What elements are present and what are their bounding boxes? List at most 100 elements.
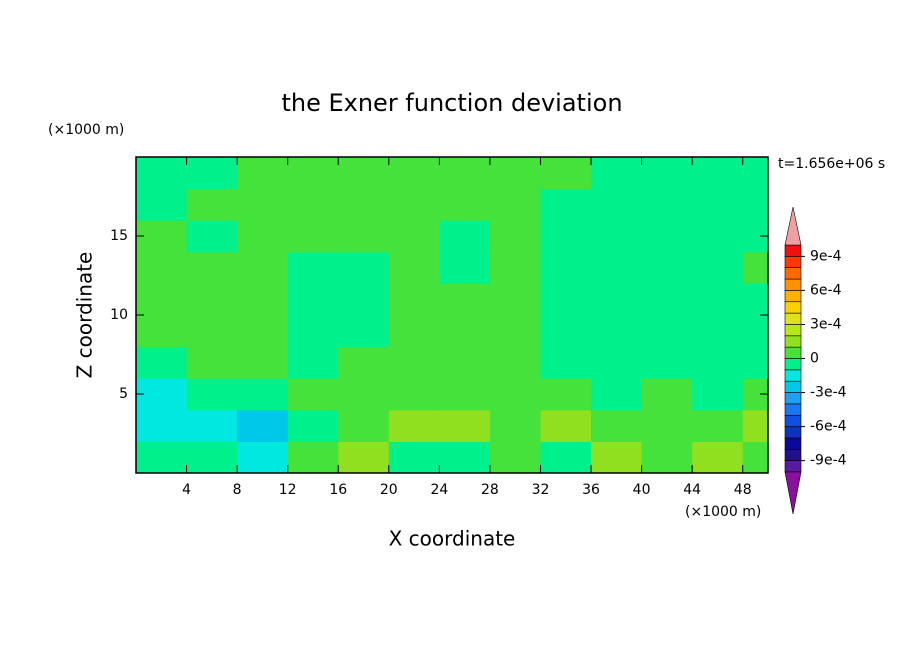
field-cell <box>692 409 744 442</box>
field-cell <box>489 251 541 284</box>
field-cell <box>186 378 238 411</box>
field-cell <box>591 441 643 473</box>
field-cell <box>489 220 541 253</box>
field-cell <box>591 157 643 190</box>
field-cell <box>540 315 592 348</box>
field-cell <box>287 346 339 379</box>
field-cell <box>742 346 768 379</box>
y-tick-label: 10 <box>110 307 128 323</box>
x-tick-label: 20 <box>380 482 398 498</box>
field-cell <box>692 157 744 190</box>
field-cell <box>136 409 188 442</box>
field-cell <box>338 283 390 316</box>
colorbar-band <box>784 358 802 371</box>
field-cell <box>489 315 541 348</box>
field-cell <box>641 157 693 190</box>
field-cell <box>591 220 643 253</box>
field-cell <box>540 346 592 379</box>
field-cell <box>287 283 339 316</box>
y-axis-label: Z coordinate <box>73 252 97 379</box>
field-cell <box>489 188 541 221</box>
field-cell <box>287 378 339 411</box>
field-cell <box>641 188 693 221</box>
colorbar-band <box>784 278 802 291</box>
field-cell <box>540 409 592 442</box>
x-tick-label: 12 <box>279 482 297 498</box>
field-cell <box>742 251 768 284</box>
field-cell <box>388 251 440 284</box>
colorbar-band <box>784 346 802 359</box>
field-cell <box>489 441 541 473</box>
field-cell <box>136 157 188 190</box>
field-cell <box>186 157 238 190</box>
field-cell <box>641 220 693 253</box>
field-cell <box>439 441 491 473</box>
field-cell <box>338 220 390 253</box>
field-cell <box>439 283 491 316</box>
colorbar-tick-label: 0 <box>810 351 819 367</box>
x-tick-label: 28 <box>481 482 499 498</box>
chart-title: the Exner function deviation <box>281 89 622 117</box>
field-cell <box>338 251 390 284</box>
field-cell <box>237 283 289 316</box>
field-cell <box>439 346 491 379</box>
field-cell <box>388 157 440 190</box>
field-cell <box>237 346 289 379</box>
colorbar-tick-label: 6e-4 <box>810 282 842 298</box>
field-cell <box>287 441 339 473</box>
colorbar-tick-label: 3e-4 <box>810 316 842 332</box>
field-cell <box>287 409 339 442</box>
field-cell <box>439 251 491 284</box>
field-cell <box>388 378 440 411</box>
field-cell <box>742 315 768 348</box>
field-cell <box>136 220 188 253</box>
x-tick-label: 32 <box>532 482 550 498</box>
field-cell <box>136 441 188 473</box>
field-cell <box>540 251 592 284</box>
field-cell <box>338 378 390 411</box>
field-cell <box>591 251 643 284</box>
colorbar-band <box>784 324 802 337</box>
field-cell <box>489 157 541 190</box>
field-cell <box>742 283 768 316</box>
x-tick-label: 36 <box>582 482 600 498</box>
field-cell <box>540 220 592 253</box>
field-cell <box>641 409 693 442</box>
colorbar-band <box>784 301 802 314</box>
field-cell <box>540 378 592 411</box>
field-cell <box>338 157 390 190</box>
field-cell <box>591 378 643 411</box>
field-cell <box>186 220 238 253</box>
colorbar-tick-label: -9e-4 <box>810 453 847 469</box>
colorbar-band <box>784 392 802 405</box>
field-cell <box>692 378 744 411</box>
field-cell <box>692 220 744 253</box>
colorbar-tick-label: -6e-4 <box>810 419 847 435</box>
field-cell <box>641 346 693 379</box>
field-cell <box>237 441 289 473</box>
colorbar-band <box>784 267 802 280</box>
colorbar-band <box>784 437 802 450</box>
field-cell <box>489 409 541 442</box>
field-cell <box>489 346 541 379</box>
x-unit: (×1000 m) <box>685 504 761 520</box>
field-cell <box>742 409 768 442</box>
x-tick-label: 40 <box>633 482 651 498</box>
field-cell <box>540 157 592 190</box>
annotation: t=1.656e+06 s <box>778 156 885 172</box>
field-cell <box>186 251 238 284</box>
x-tick-label: 24 <box>430 482 448 498</box>
colorbar-band <box>784 403 802 416</box>
field-cell <box>237 315 289 348</box>
field-cell <box>388 220 440 253</box>
field-cell <box>692 441 744 473</box>
x-tick-label: 48 <box>734 482 752 498</box>
colorbar-extend-bottom <box>784 471 802 515</box>
field-cell <box>136 346 188 379</box>
field-cell <box>388 441 440 473</box>
field-cell <box>641 283 693 316</box>
field-cell <box>237 251 289 284</box>
colorbar-band <box>784 290 802 303</box>
field-cell <box>136 251 188 284</box>
field-cell <box>388 188 440 221</box>
